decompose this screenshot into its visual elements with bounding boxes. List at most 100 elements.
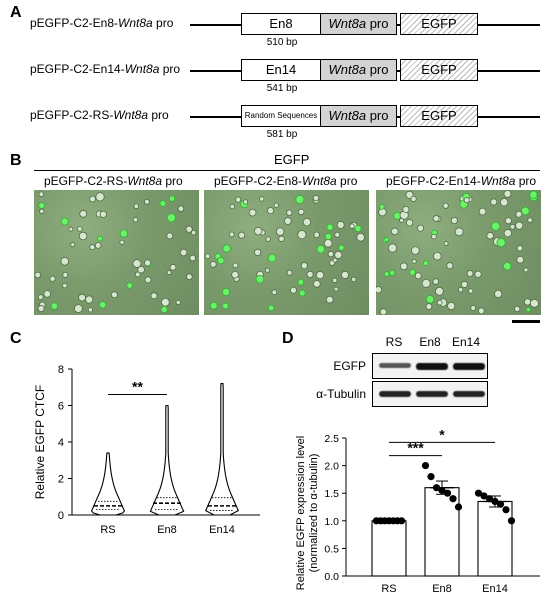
data-point [496,500,505,508]
cell [273,202,279,208]
egfp-box: EGFP [400,59,478,81]
cell [143,198,150,205]
promoter-suffix: pro [366,16,389,31]
cell [499,198,509,207]
cell [144,259,152,267]
significance-label: * [439,426,445,442]
cell [527,217,533,223]
blot-frame [372,353,488,379]
blot-row-label: EGFP [333,359,366,373]
egfp-positive-cell [97,235,103,242]
egfp-positive-cell [126,282,133,289]
egfp-box: EGFP [400,105,478,127]
cell [253,226,263,236]
cell [468,288,474,294]
bar [477,500,513,577]
cell [340,270,350,279]
bp-label: 510 bp [266,37,298,48]
cell [62,283,68,289]
cell [458,287,464,293]
x-tick-label: RS [381,583,396,595]
cell [514,305,521,312]
cell [411,258,417,264]
cell [387,243,398,253]
cell [463,197,470,204]
cell [297,208,305,216]
blot-band [453,391,485,397]
egfp-positive-cell [298,289,306,297]
cell [166,232,174,240]
cell [259,196,265,202]
significance-label: ** [132,379,143,395]
y-tick-label: 2.0 [324,461,339,473]
cell [334,231,341,238]
cell [266,207,275,215]
cell [306,270,314,278]
blot-lane-label: En14 [451,335,481,349]
bp-label: 541 bp [266,83,298,94]
cell [275,227,285,236]
scale-bar [512,320,540,323]
egfp-positive-cell [267,253,277,263]
cell [132,217,139,223]
blot-row-label: α-Tubulin [316,387,366,401]
cell [466,270,474,277]
cell [132,259,142,269]
promoter-gene: Wnt8a [328,62,367,77]
significance-label: *** [407,440,424,456]
cell [37,305,45,312]
y-tick-label: 4 [58,437,64,449]
label-suffix: pro [148,108,169,122]
egfp-positive-cell [217,256,225,265]
cell [405,190,414,199]
cell [78,231,88,241]
cell [231,270,239,279]
cell [185,225,193,233]
cell [390,227,399,236]
cell [161,297,170,307]
label-suffix: pro [152,16,174,30]
label-gene: Wnt8a [480,174,516,188]
egfp-positive-cell [389,269,396,276]
egfp-positive-cell [297,278,305,286]
cell [325,295,334,304]
promoter-gene: Wnt8a [328,16,367,31]
violin [90,452,126,516]
egfp-positive-cell [222,287,231,296]
label-prefix: pEGFP-C2-RS- [44,174,128,188]
y-tick-label: 6 [58,401,64,413]
label-suffix: pro [162,174,183,188]
cell [119,239,125,245]
cell [177,205,185,212]
cell [110,291,118,299]
egfp-positive-cell [38,202,45,209]
cell [300,262,308,270]
label-gene: Wnt8a [302,174,337,188]
cell [432,278,440,285]
violin [205,383,239,516]
cell [503,190,512,198]
egfp-positive-cell [354,225,362,233]
cell [425,303,433,310]
bar [371,520,407,577]
cell [336,220,345,229]
egfp-positive-cell [409,268,416,276]
cell [60,257,70,266]
cell [134,271,141,278]
cell [85,295,94,304]
cell [523,298,532,306]
cell [229,203,236,210]
cell [79,209,88,218]
label-prefix: pEGFP-C2-En14- [30,62,125,76]
label-prefix: pEGFP-C2-En8- [30,16,119,30]
cell [379,308,387,315]
egfp-positive-cell [422,260,429,266]
y-tick-label: 1.5 [324,488,339,500]
cell [376,286,383,294]
cell [399,217,405,223]
egfp-positive-cell [379,204,385,210]
enhancer-box: Random Sequences [241,105,321,127]
cell [286,269,293,276]
cell [284,217,292,225]
egfp-positive-cell [209,301,218,310]
